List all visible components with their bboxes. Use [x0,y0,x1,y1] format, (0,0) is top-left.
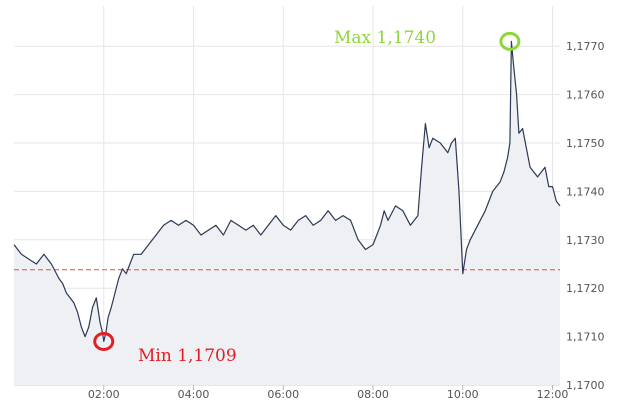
y-tick-label: 1,1720 [566,282,605,295]
y-tick-label: 1,1750 [566,137,605,150]
x-tick-label: 08:00 [357,388,389,401]
y-tick-label: 1,1760 [566,89,605,102]
max-annotation-label: Max 1,1740 [334,28,436,48]
x-tick-label: 04:00 [178,388,210,401]
y-tick-label: 1,1710 [566,331,605,344]
extreme-markers [93,31,521,351]
price-series-line [13,40,561,342]
x-tick-label: 12:00 [537,388,569,401]
y-tick-label: 1,1740 [566,185,605,198]
y-tick-label: 1,1730 [566,234,605,247]
max-marker [499,31,521,51]
x-tick-label: 02:00 [88,388,120,401]
y-tick-label: 1,1770 [566,40,605,53]
price-area-fill [14,41,560,386]
x-axis-ticks: 02:00 04:00 06:00 08:00 10:00 12:00 [88,385,568,401]
x-tick-label: 06:00 [267,388,299,401]
min-annotation-label: Min 1,1709 [138,346,237,366]
x-tick-label: 10:00 [447,388,479,401]
min-marker [93,331,115,351]
y-tick-label: 1,1700 [566,379,605,392]
y-axis-ticks: 1,1700 1,1710 1,1720 1,1730 1,1740 1,1750 1,17… [566,40,605,392]
